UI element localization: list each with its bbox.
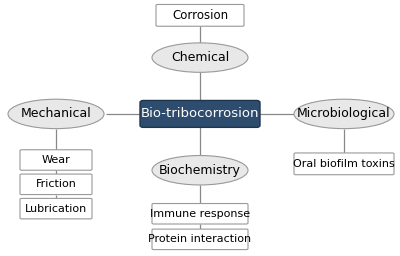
FancyBboxPatch shape <box>152 204 248 224</box>
FancyBboxPatch shape <box>20 198 92 219</box>
FancyBboxPatch shape <box>152 229 248 250</box>
FancyBboxPatch shape <box>140 100 260 127</box>
Text: Corrosion: Corrosion <box>172 9 228 22</box>
Text: Biochemistry: Biochemistry <box>159 164 241 177</box>
Ellipse shape <box>8 99 104 129</box>
Text: Friction: Friction <box>36 179 76 189</box>
Text: Microbiological: Microbiological <box>297 108 391 120</box>
FancyBboxPatch shape <box>20 174 92 195</box>
Ellipse shape <box>152 155 248 185</box>
Text: Protein interaction: Protein interaction <box>148 234 252 244</box>
FancyBboxPatch shape <box>20 150 92 170</box>
FancyBboxPatch shape <box>156 5 244 26</box>
FancyBboxPatch shape <box>294 153 394 175</box>
Ellipse shape <box>294 99 394 129</box>
Text: Immune response: Immune response <box>150 209 250 219</box>
Text: Bio-tribocorrosion: Bio-tribocorrosion <box>141 108 259 120</box>
Text: Mechanical: Mechanical <box>21 108 91 120</box>
Text: Wear: Wear <box>42 155 70 165</box>
Ellipse shape <box>152 43 248 72</box>
Text: Lubrication: Lubrication <box>25 204 87 214</box>
Text: Oral biofilm toxins: Oral biofilm toxins <box>293 159 395 169</box>
Text: Chemical: Chemical <box>171 51 229 64</box>
